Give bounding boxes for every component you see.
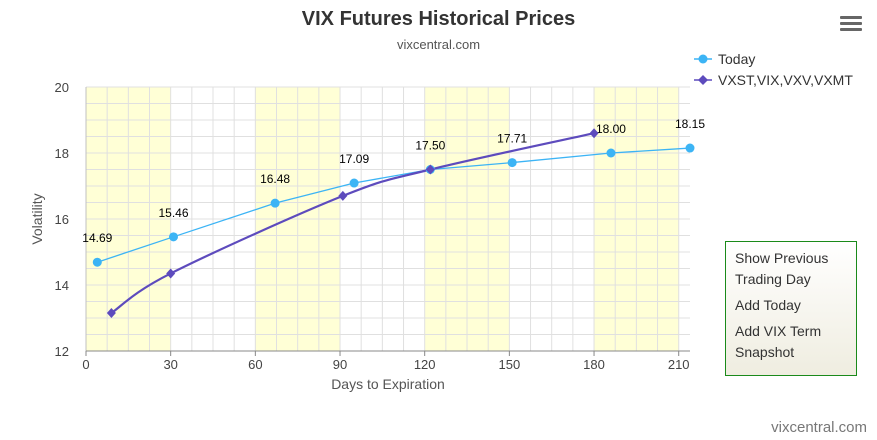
series-today-point (270, 198, 280, 208)
series-today-data-label: 18.15 (675, 117, 705, 131)
x-tick-label: 150 (499, 357, 521, 372)
series-today-point (92, 257, 102, 267)
series-today-point (685, 143, 695, 153)
series-today-line (97, 147, 691, 263)
series-term-structure-point (106, 308, 116, 319)
series-today-data-label: 17.50 (415, 139, 445, 153)
series-today-point (507, 158, 517, 168)
series-today-data-label: 17.09 (339, 152, 369, 166)
series-today-data-label: 14.69 (82, 231, 112, 245)
chart-subtitle: vixcentral.com (396, 37, 481, 52)
y-tick-label: 12 (55, 344, 69, 359)
x-tick-label: 0 (82, 357, 89, 372)
legend-item-term-structure[interactable]: VXST,VIX,VXV,VXMT (694, 72, 853, 88)
chart-title: VIX Futures Historical Prices (301, 8, 576, 30)
menu-item-show-previous[interactable]: Show Previous Trading Day (735, 250, 829, 287)
menu-item-add-today[interactable]: Add Today (735, 297, 801, 313)
series-today-data-label: 16.48 (260, 172, 290, 186)
y-tick-label: 18 (55, 146, 69, 161)
y-tick-label: 14 (55, 278, 69, 293)
y-tick-label: 16 (55, 212, 69, 227)
chart-context-menu: Show Previous Trading Day Add Today Add … (725, 241, 857, 376)
x-tick-label: 60 (248, 357, 262, 372)
series-today-point (168, 232, 178, 242)
legend-term-marker-icon (694, 75, 712, 85)
series-today-point (606, 148, 616, 158)
x-tick-label: 30 (163, 357, 177, 372)
series-term-structure-point (589, 128, 599, 139)
series-today-data-label: 15.46 (158, 206, 188, 220)
series-today-point (349, 178, 359, 188)
series-term-structure-point (425, 164, 435, 175)
legend-label-term-structure: VXST,VIX,VXV,VXMT (718, 72, 853, 88)
footer-credit: vixcentral.com (771, 419, 867, 436)
series-today-data-label: 18.00 (596, 122, 626, 136)
legend-today-marker-icon (694, 54, 712, 64)
x-axis-title: Days to Expiration (331, 376, 445, 392)
hamburger-menu-icon[interactable] (840, 16, 862, 34)
y-tick-label: 20 (55, 80, 69, 95)
legend-item-today[interactable]: Today (694, 51, 755, 67)
series-term-structure-point (166, 268, 176, 279)
x-tick-label: 120 (414, 357, 436, 372)
x-tick-label: 90 (333, 357, 347, 372)
series-term-structure-point (338, 190, 348, 201)
y-axis-title: Volatility (29, 193, 45, 244)
x-tick-label: 210 (668, 357, 690, 372)
menu-item-add-vix-term-snapshot[interactable]: Add VIX Term Snapshot (735, 323, 822, 360)
x-tick-label: 180 (583, 357, 605, 372)
series-today-data-label: 17.71 (497, 132, 527, 146)
legend-label-today: Today (718, 51, 756, 67)
